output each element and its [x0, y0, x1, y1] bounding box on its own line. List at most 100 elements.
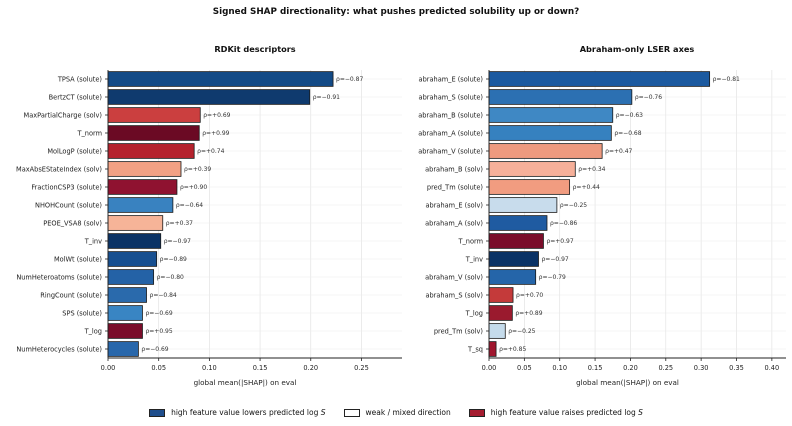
- category-label: T_inv: [465, 255, 483, 263]
- category-label: TPSA (solute): [57, 75, 102, 83]
- category-label: abraham_A (solv): [425, 219, 483, 227]
- bar: [107, 269, 155, 285]
- x-tick-label: 0.30: [694, 364, 709, 372]
- bar-annotation: ρ=+0.85: [499, 346, 526, 353]
- bar-annotation: ρ=−0.80: [157, 274, 184, 281]
- x-tick-label: 0.15: [588, 364, 603, 372]
- bar: [488, 179, 571, 195]
- bar-annotation: ρ=−0.86: [550, 220, 577, 227]
- x-tick-label: 0.20: [623, 364, 638, 372]
- x-axis-label: global mean(|SHAP|) on eval: [194, 378, 297, 387]
- category-label: NumHeterocycles (solute): [16, 345, 102, 353]
- bar: [107, 233, 162, 249]
- category-label: BertzCT (solute): [49, 93, 102, 101]
- bar: [488, 107, 614, 123]
- category-label: pred_Tm (solv): [434, 327, 483, 335]
- bar: [488, 161, 576, 177]
- figure-title: Signed SHAP directionality: what pushes …: [213, 7, 579, 17]
- category-label: abraham_S (solute): [419, 93, 483, 101]
- category-label: MaxAbsEStateIndex (solv): [16, 165, 102, 173]
- bar: [107, 107, 201, 123]
- bar: [488, 197, 558, 213]
- bar: [107, 161, 182, 177]
- category-label: T_log: [465, 309, 483, 317]
- bar: [488, 305, 513, 321]
- x-tick-label: 0.35: [729, 364, 744, 372]
- x-tick-label: 0.00: [482, 364, 497, 372]
- bar: [488, 143, 603, 159]
- category-label: T_sq: [467, 345, 483, 353]
- x-tick-label: 0.25: [658, 364, 673, 372]
- bar-annotation: ρ=−0.84: [150, 292, 177, 299]
- bar-annotation: ρ=+0.97: [546, 238, 573, 245]
- bar: [107, 215, 164, 231]
- x-tick-label: 0.05: [151, 364, 166, 372]
- bar-annotation: ρ=−0.68: [614, 130, 641, 137]
- bar: [107, 323, 143, 339]
- category-label: SPS (solute): [62, 309, 102, 317]
- x-tick-label: 0.10: [552, 364, 567, 372]
- bar: [488, 323, 506, 339]
- legend-label-raises: high feature value raises predicted log …: [490, 408, 643, 417]
- category-label: abraham_B (solute): [418, 111, 483, 119]
- bar-annotation: ρ=−0.97: [164, 238, 191, 245]
- category-label: pred_Tm (solute): [427, 183, 483, 191]
- category-label: abraham_A (solute): [418, 129, 483, 137]
- bar-annotation: ρ=+0.95: [145, 328, 172, 335]
- bar: [488, 341, 497, 357]
- category-label: T_log: [84, 327, 102, 335]
- chart-panel-rdkit: RDKit descriptors 0.00 0.05 0.10 0.15 0.20 0.2…: [16, 44, 402, 387]
- bar-annotation: ρ=−0.87: [336, 76, 363, 83]
- category-label: MolLogP (solute): [47, 147, 102, 155]
- bar: [488, 251, 539, 267]
- panel-title: RDKit descriptors: [214, 44, 295, 54]
- x-tick-label: 0.40: [765, 364, 780, 372]
- bar-annotation: ρ=−0.79: [539, 274, 566, 281]
- chart-panel-abraham: Abraham-only LSER axes 0.00 0.05 0.10 0.15 0.…: [418, 44, 786, 387]
- bar: [107, 89, 311, 105]
- bar: [107, 197, 174, 213]
- x-tick-label: 0.25: [354, 364, 369, 372]
- x-tick-label: 0.15: [253, 364, 268, 372]
- bar-annotation: ρ=+0.70: [516, 292, 543, 299]
- category-label: FractionCSP3 (solute): [31, 183, 102, 191]
- category-label: abraham_B (solv): [425, 165, 483, 173]
- bar-annotation: ρ=+0.69: [203, 112, 230, 119]
- bar: [488, 125, 612, 141]
- bar: [107, 251, 158, 267]
- bar: [488, 215, 548, 231]
- category-label: T_inv: [84, 237, 102, 245]
- category-label: abraham_V (solute): [418, 147, 483, 155]
- bar: [488, 89, 633, 105]
- bar: [488, 233, 544, 249]
- bar: [107, 179, 178, 195]
- x-tick-label: 0.05: [517, 364, 532, 372]
- bar-annotation: ρ=+0.34: [578, 166, 605, 173]
- bar-annotation: ρ=−0.63: [616, 112, 643, 119]
- x-tick-label: 0.20: [303, 364, 318, 372]
- bar-annotation: ρ=+0.99: [202, 130, 229, 137]
- bar-annotation: ρ=−0.25: [560, 202, 587, 209]
- bar-annotation: ρ=−0.81: [713, 76, 740, 83]
- bar-annotation: ρ=+0.47: [605, 148, 632, 155]
- bar: [107, 125, 200, 141]
- legend-label-lowers: high feature value lowers predicted log …: [171, 408, 326, 417]
- bar-annotation: ρ=+0.89: [515, 310, 542, 317]
- legend-swatch-lowers: [149, 408, 166, 417]
- x-tick-label: 0.00: [101, 364, 116, 372]
- x-tick-label: 0.10: [202, 364, 217, 372]
- category-label: RingCount (solute): [40, 291, 102, 299]
- bar-annotation: ρ=−0.69: [141, 346, 168, 353]
- category-label: abraham_S (solv): [425, 291, 483, 299]
- bar: [107, 341, 139, 357]
- category-label: abraham_V (solv): [425, 273, 483, 281]
- legend: high feature value lowers predicted log …: [0, 408, 792, 417]
- category-label: MolWt (solute): [54, 255, 102, 263]
- bar-annotation: ρ=−0.25: [508, 328, 535, 335]
- category-label: PEOE_VSA8 (solv): [43, 219, 102, 227]
- bar-annotation: ρ=−0.97: [542, 256, 569, 263]
- bar-annotation: ρ=−0.91: [313, 94, 340, 101]
- legend-item-raises: high feature value raises predicted log …: [468, 408, 643, 417]
